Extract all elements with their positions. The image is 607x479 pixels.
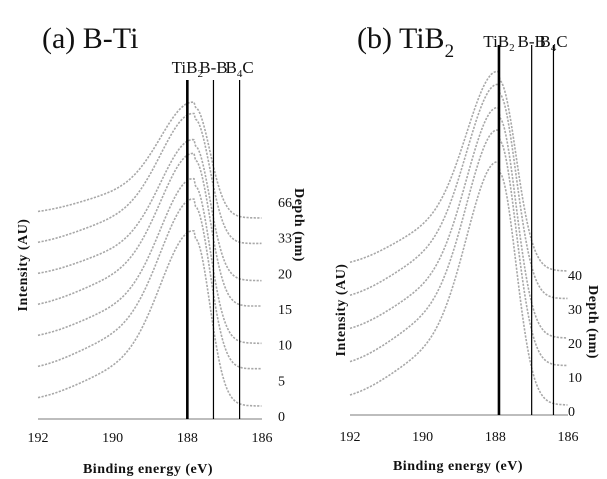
- panel-b-x-tick: 188: [485, 430, 506, 445]
- panel-b-depth-tick: 40: [568, 269, 582, 284]
- spectrum-depth-0: [349, 161, 568, 406]
- panel-b-depth-label: Depth (nm): [585, 285, 600, 359]
- reference-label: TiB2: [172, 58, 203, 80]
- panel-a-title: (a) B-Ti: [42, 22, 138, 55]
- reference-label: B4C: [226, 58, 254, 80]
- panel-b-ylabel: Intensity (AU): [334, 264, 349, 357]
- panel-a-x-ticks: 192 190 188 186: [28, 431, 273, 446]
- spectrum-depth-40: [349, 70, 568, 272]
- panel-b-depth-ticks: 40 30 20 10 0: [568, 269, 582, 420]
- spectrum-depth-10: [349, 129, 568, 367]
- panel-a-depth-tick: 15: [278, 303, 292, 318]
- panel-a-ylabel: Intensity (AU): [16, 219, 31, 312]
- panel-a-depth-tick: 20: [278, 267, 292, 282]
- panel-b-x-tick: 190: [412, 430, 433, 445]
- spectrum-depth-20: [37, 138, 262, 282]
- panel-a-spectra: [37, 101, 262, 407]
- panel-a-x-tick: 192: [28, 431, 49, 446]
- panel-a-depth-tick: 10: [278, 339, 292, 354]
- panel-a-x-tick: 186: [252, 431, 273, 446]
- spectrum-depth-10: [37, 177, 262, 345]
- reference-label: B-B: [199, 58, 227, 77]
- panel-a-depth-label: Depth (nm): [291, 188, 306, 262]
- panel-b-xlabel: Binding energy (eV): [393, 459, 523, 474]
- spectrum-depth-20: [349, 106, 568, 339]
- panel-b: (b) TiB2 Intensity (AU) Depth (nm) Bindi…: [334, 22, 600, 474]
- spectrum-depth-30: [349, 83, 568, 300]
- panel-b-x-tick: 186: [558, 430, 579, 445]
- panel-b-depth-tick: 20: [568, 337, 582, 352]
- reference-label: TiB2: [483, 32, 514, 54]
- spectrum-depth-0: [37, 229, 262, 407]
- panel-b-title-sub: 2: [445, 41, 455, 62]
- panel-a-depth-ticks: 66 33 20 15 10 5 0: [278, 196, 292, 425]
- panel-a-depth-tick: 0: [278, 410, 285, 425]
- panel-a-x-tick: 188: [177, 431, 198, 446]
- panel-b-x-ticks: 192 190 188 186: [340, 430, 579, 445]
- panel-a-depth-tick: 5: [278, 374, 285, 389]
- panel-a-x-tick: 190: [102, 431, 123, 446]
- spectrum-depth-66: [37, 101, 262, 219]
- panel-b-depth-tick: 30: [568, 303, 582, 318]
- panel-a-depth-tick: 66: [278, 196, 292, 211]
- panel-b-x-tick: 192: [340, 430, 361, 445]
- spectrum-depth-5: [37, 198, 262, 370]
- panel-b-depth-tick: 0: [568, 405, 575, 420]
- panel-b-title-main: (b) TiB: [357, 22, 445, 55]
- reference-label: B4C: [539, 32, 567, 54]
- panel-b-depth-tick: 10: [568, 371, 582, 386]
- panel-a-xlabel: Binding energy (eV): [83, 462, 213, 477]
- reference-label: B-B: [517, 32, 545, 51]
- panel-a-depth-tick: 33: [278, 232, 292, 247]
- panel-b-spectra: [349, 70, 568, 406]
- panel-b-title: (b) TiB2: [357, 22, 454, 62]
- panel-a: (a) B-Ti Intensity (AU) Depth (nm) Bindi…: [16, 22, 306, 477]
